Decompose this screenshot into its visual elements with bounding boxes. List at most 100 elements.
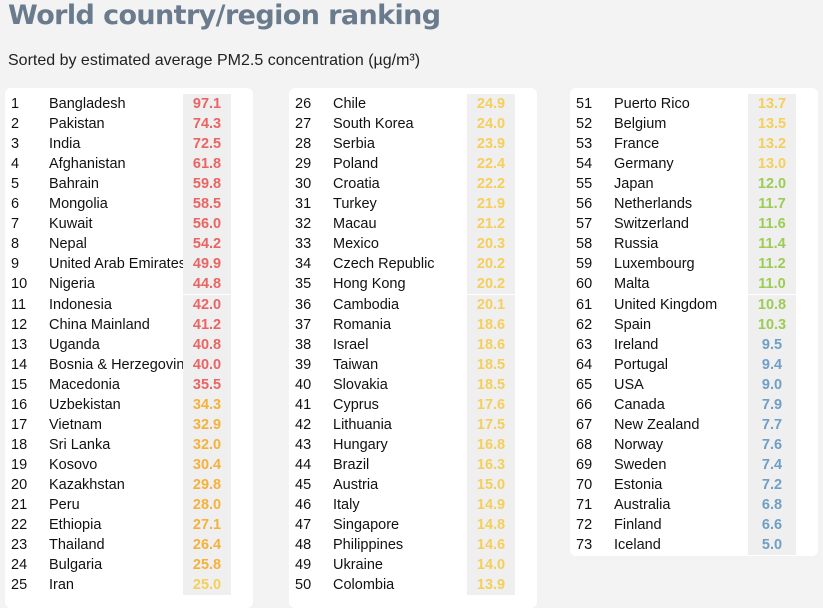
country-name: Croatia — [333, 176, 380, 193]
table-row: 68 Norway 7.6 — [570, 434, 818, 455]
table-row: 29 Poland 22.4 — [289, 154, 537, 175]
country-name: United Arab Emirates — [49, 256, 187, 273]
table-row: 40 Slovakia 18.5 — [289, 374, 537, 395]
pm25-value: 29.8 — [183, 474, 231, 495]
country-name: Nigeria — [49, 276, 95, 293]
country-name: Afghanistan — [49, 156, 126, 173]
pm25-value: 9.5 — [748, 334, 796, 355]
pm25-value: 12.0 — [748, 174, 796, 195]
rank-number: 35 — [295, 276, 312, 293]
country-name: Poland — [333, 156, 379, 173]
pm25-value: 17.6 — [467, 394, 515, 415]
rank-number: 4 — [11, 156, 20, 173]
country-name: South Korea — [333, 116, 414, 133]
table-row: 2 Pakistan 74.3 — [5, 114, 253, 135]
country-name: Hong Kong — [333, 276, 406, 293]
pm25-value: 9.4 — [748, 354, 796, 375]
pm25-value: 42.0 — [183, 294, 231, 315]
rank-number: 1 — [11, 96, 20, 112]
pm25-value: 25.8 — [183, 555, 231, 576]
rank-number: 13 — [11, 336, 28, 353]
ranking-column-2: 26 Chile 24.9 27 South Korea 24.0 28 Serbia 23.9… — [289, 88, 537, 608]
country-name: China Mainland — [49, 316, 150, 333]
table-row: 53 France 13.2 — [570, 134, 818, 155]
pm25-value: 7.9 — [748, 394, 796, 415]
table-row: 60 Malta 11.0 — [570, 274, 818, 295]
pm25-value: 40.8 — [183, 334, 231, 355]
country-name: Cyprus — [333, 396, 379, 413]
country-name: Vietnam — [49, 416, 102, 433]
country-name: Bosnia & Herzegovina — [49, 356, 193, 373]
table-row: 71 Australia 6.8 — [570, 495, 818, 515]
pm25-value: 41.2 — [183, 314, 231, 335]
country-name: Thailand — [49, 537, 105, 554]
table-row: 41 Cyprus 17.6 — [289, 394, 537, 415]
country-name: Austria — [333, 476, 379, 493]
country-name: Uzbekistan — [49, 396, 121, 413]
table-row: 7 Kuwait 56.0 — [5, 214, 253, 235]
rank-number: 34 — [295, 256, 312, 273]
table-row: 48 Philippines 14.6 — [289, 535, 537, 556]
pm25-value: 21.2 — [467, 214, 515, 235]
rank-number: 46 — [295, 497, 312, 513]
country-name: Colombia — [333, 577, 395, 594]
rank-number: 69 — [576, 456, 593, 473]
pm25-value: 24.0 — [467, 114, 515, 135]
table-row: 11 Indonesia 42.0 — [5, 294, 253, 315]
table-row: 6 Mongolia 58.5 — [5, 194, 253, 215]
pm25-value: 22.2 — [467, 174, 515, 195]
country-name: Lithuania — [333, 416, 392, 433]
table-row: 45 Austria 15.0 — [289, 474, 537, 495]
table-row: 49 Ukraine 14.0 — [289, 555, 537, 576]
pm25-value: 14.0 — [467, 555, 515, 576]
table-row: 70 Estonia 7.2 — [570, 474, 818, 495]
pm25-value: 13.5 — [748, 114, 796, 135]
pm25-value: 11.4 — [748, 234, 796, 255]
country-name: Slovakia — [333, 376, 388, 393]
table-row: 35 Hong Kong 20.2 — [289, 274, 537, 295]
rank-number: 32 — [295, 216, 312, 233]
rank-number: 52 — [576, 116, 593, 133]
pm25-value: 7.4 — [748, 454, 796, 475]
country-name: Canada — [614, 396, 665, 413]
country-name: Kosovo — [49, 456, 98, 473]
rank-number: 38 — [295, 336, 312, 353]
country-name: Norway — [614, 436, 664, 453]
rank-number: 15 — [11, 376, 28, 393]
pm25-value: 7.6 — [748, 434, 796, 455]
rank-number: 40 — [295, 376, 312, 393]
rank-number: 62 — [576, 316, 593, 333]
rank-number: 63 — [576, 336, 593, 353]
rank-number: 66 — [576, 396, 593, 413]
table-row: 44 Brazil 16.3 — [289, 454, 537, 475]
country-name: Japan — [614, 176, 654, 193]
table-row: 69 Sweden 7.4 — [570, 454, 818, 475]
table-row: 15 Macedonia 35.5 — [5, 374, 253, 395]
pm25-value: 56.0 — [183, 214, 231, 235]
pm25-value: 58.5 — [183, 194, 231, 215]
rank-number: 59 — [576, 256, 593, 273]
rank-number: 25 — [11, 577, 28, 594]
table-row: 3 India 72.5 — [5, 134, 253, 155]
country-name: Netherlands — [614, 196, 693, 213]
rank-number: 61 — [576, 296, 593, 313]
rank-number: 21 — [11, 497, 28, 513]
rank-number: 14 — [11, 356, 28, 373]
table-row: 25 Iran 25.0 — [5, 575, 253, 596]
rank-number: 26 — [295, 96, 312, 112]
pm25-value: 9.0 — [748, 374, 796, 395]
rank-number: 31 — [295, 196, 312, 213]
table-row: 56 Netherlands 11.7 — [570, 194, 818, 215]
pm25-value: 49.9 — [183, 254, 231, 275]
country-name: Hungary — [333, 436, 388, 453]
country-name: Israel — [333, 336, 369, 353]
rank-number: 30 — [295, 176, 312, 193]
pm25-value: 22.4 — [467, 154, 515, 175]
country-name: Peru — [49, 497, 80, 513]
rank-number: 29 — [295, 156, 312, 173]
pm25-value: 11.7 — [748, 194, 796, 215]
rank-number: 20 — [11, 476, 28, 493]
country-name: Chile — [333, 96, 367, 112]
pm25-value: 25.0 — [183, 575, 231, 596]
table-row: 55 Japan 12.0 — [570, 174, 818, 195]
